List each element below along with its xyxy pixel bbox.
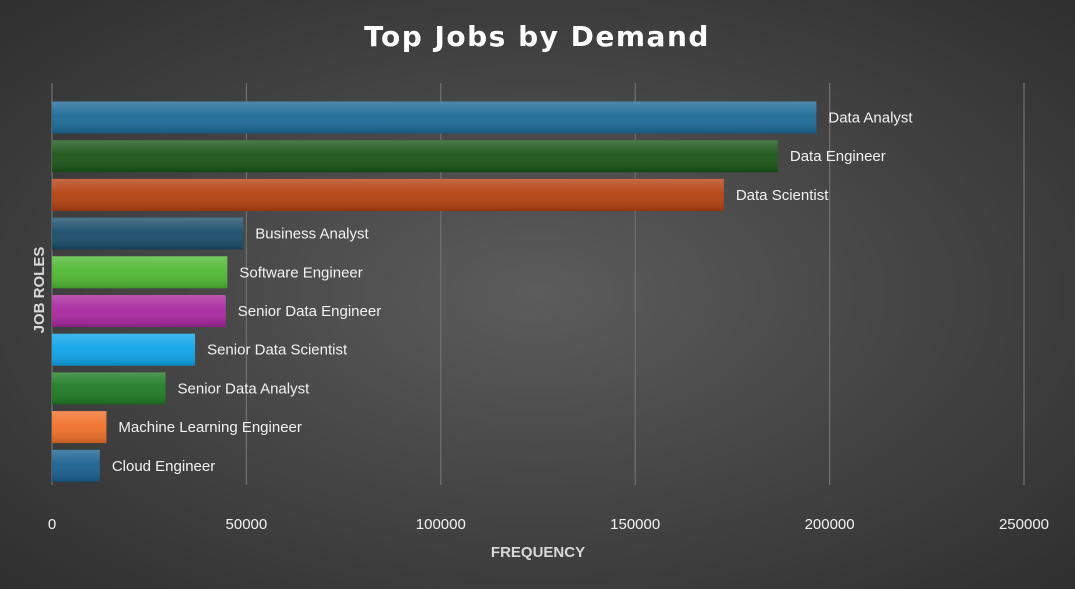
x-tick-label-0: 0 [48,516,56,533]
bar-shine-8 [52,411,107,444]
bar-shine-9 [52,449,100,482]
x-tick-label-2: 100000 [416,516,466,533]
bar-label-4: Software Engineer [239,264,362,281]
bar-label-9: Cloud Engineer [112,458,215,475]
bar-shine-1 [52,140,778,173]
y-axis-title: JOB ROLES [31,247,48,334]
bar-label-2: Data Scientist [736,187,829,204]
bar-shine-0 [52,101,817,134]
bars [52,101,817,482]
bar-label-7: Senior Data Analyst [178,380,311,397]
chart-title: Top Jobs by Demand [364,20,710,53]
bar-shine-2 [52,178,724,211]
x-tick-labels: 0 50000 100000 150000 200000 250000 [48,516,1049,533]
x-axis-title: FREQUENCY [491,544,585,561]
bar-shine-5 [52,295,226,327]
bar-label-1: Data Engineer [790,148,886,165]
x-tick-label-5: 250000 [999,516,1049,533]
bar-label-0: Data Analyst [828,110,913,127]
data-labels: Data Analyst Data Engineer Data Scientist B… [112,110,914,475]
bar-label-6: Senior Data Scientist [207,342,348,359]
bar-shine-6 [52,333,196,366]
bar-label-3: Business Analyst [255,226,369,243]
x-tick-label-3: 150000 [610,516,660,533]
bar-shine-7 [52,372,166,405]
x-tick-label-1: 50000 [226,516,268,533]
bar-shine-3 [52,217,244,250]
bar-label-5: Senior Data Engineer [238,303,381,320]
bar-shine-4 [52,256,228,289]
x-tick-label-4: 200000 [805,516,855,533]
bar-label-8: Machine Learning Engineer [118,419,301,436]
